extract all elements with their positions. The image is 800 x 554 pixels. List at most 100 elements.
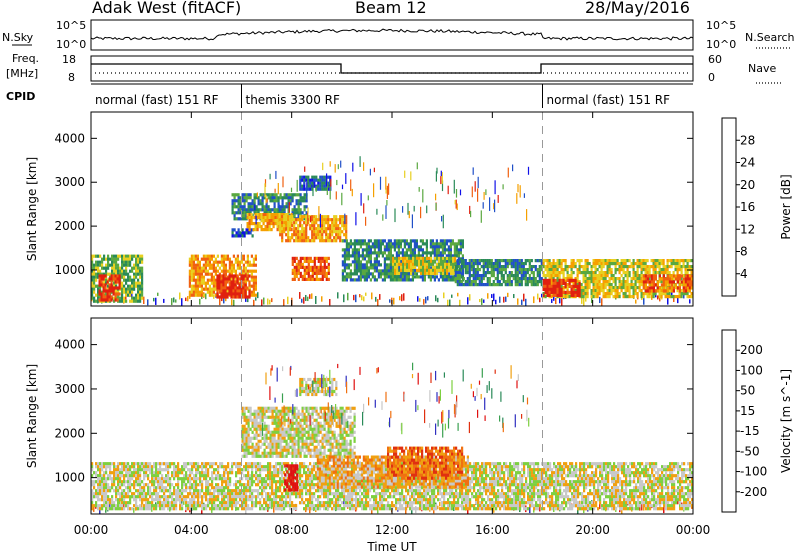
heat-cell — [608, 277, 611, 281]
heat-cell — [159, 483, 162, 487]
heat-cell — [365, 266, 368, 270]
heat-cell — [369, 263, 372, 267]
heat-cell — [123, 284, 126, 288]
heat-cell — [238, 277, 241, 281]
scatter-cell — [189, 295, 191, 299]
heat-cell — [224, 266, 227, 270]
heat-cell — [200, 287, 203, 291]
heat-cell — [179, 504, 182, 508]
heat-cell — [157, 486, 160, 490]
heat-cell — [137, 254, 140, 258]
heat-cell — [690, 295, 693, 299]
heat-cell — [212, 263, 215, 267]
heat-cell — [455, 254, 458, 258]
heat-cell — [161, 495, 164, 499]
heat-cell — [165, 495, 168, 499]
heat-cell — [460, 283, 463, 287]
heat-cell — [231, 211, 234, 215]
heat-cell — [313, 233, 316, 237]
heat-cell — [405, 275, 408, 279]
heat-cell — [131, 269, 134, 273]
heat-cell — [446, 268, 449, 272]
heat-cell — [403, 275, 406, 279]
heat-cell — [108, 289, 111, 293]
heat-cell — [317, 230, 320, 234]
heat-cell — [319, 181, 322, 185]
heat-cell — [301, 236, 304, 240]
heat-cell — [494, 259, 497, 263]
heat-cell — [620, 289, 623, 293]
heat-cell — [244, 269, 247, 273]
heat-cell — [574, 284, 577, 288]
heat-cell — [412, 259, 415, 263]
heat-cell — [102, 298, 105, 302]
heat-cell — [145, 504, 148, 508]
heat-cell — [522, 268, 525, 272]
heat-cell — [193, 489, 196, 493]
heat-cell — [289, 215, 292, 219]
heat-cell — [222, 280, 225, 284]
heat-cell — [414, 271, 417, 275]
heat-cell — [576, 268, 579, 272]
heat-cell — [106, 289, 109, 293]
heat-cell — [236, 260, 239, 264]
heat-cell — [688, 283, 691, 287]
heat-cell — [249, 205, 252, 209]
heat-cell — [383, 260, 386, 264]
heat-cell — [632, 265, 635, 269]
heat-cell — [305, 224, 308, 228]
heat-cell — [604, 295, 607, 299]
heat-cell — [233, 211, 236, 215]
heat-cell — [299, 196, 302, 200]
scatter-cell — [283, 299, 285, 306]
heat-cell — [105, 278, 108, 282]
heat-cell — [228, 260, 231, 264]
heat-cell — [622, 295, 625, 299]
scatter-cell — [523, 293, 525, 302]
heat-cell — [205, 495, 208, 499]
heat-cell — [450, 262, 453, 266]
scatter-cell — [507, 292, 509, 298]
heat-cell — [309, 181, 312, 185]
nsky-panel: N.Sky 10^5 10^0 10^5 10^0 N.Search — [2, 19, 795, 51]
heat-cell — [441, 248, 444, 252]
streak-cell — [288, 202, 290, 213]
heat-cell — [375, 242, 378, 246]
heat-cell — [353, 269, 356, 273]
heat-cell — [133, 486, 136, 490]
heat-cell — [250, 213, 253, 217]
heat-cell — [325, 271, 328, 275]
heat-cell — [453, 248, 456, 252]
heat-cell — [319, 239, 322, 243]
heat-cell — [99, 471, 102, 475]
heat-cell — [572, 262, 575, 266]
heat-cell — [409, 278, 412, 282]
heat-cell — [106, 295, 109, 299]
heat-cell — [297, 233, 300, 237]
heat-cell — [246, 286, 249, 290]
heat-cell — [116, 298, 119, 302]
heat-cell — [397, 275, 400, 279]
heat-cell — [400, 265, 403, 269]
heat-cell — [105, 266, 108, 270]
scatter-cell — [399, 296, 401, 301]
heat-cell — [464, 283, 467, 287]
heat-cell — [117, 477, 120, 481]
heat-cell — [411, 239, 414, 243]
heat-cell — [490, 283, 493, 287]
heat-cell — [193, 483, 196, 487]
heat-cell — [654, 259, 657, 263]
heat-cell — [349, 245, 352, 249]
heat-cell — [355, 278, 358, 282]
heat-cell — [682, 259, 685, 263]
heat-cell — [638, 286, 641, 290]
heat-cell — [205, 477, 208, 481]
heat-cell — [576, 274, 579, 278]
heat-cell — [582, 265, 585, 269]
heat-cell — [586, 280, 589, 284]
heat-cell — [147, 486, 150, 490]
heat-cell — [540, 265, 543, 269]
heat-cell — [258, 213, 261, 217]
heat-cell — [129, 299, 132, 303]
heat-cell — [281, 208, 284, 212]
